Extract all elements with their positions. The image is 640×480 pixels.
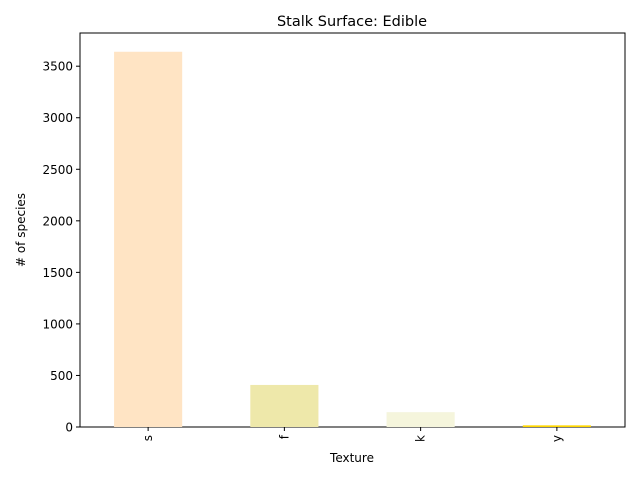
x-tick-label-f: f — [277, 434, 291, 439]
chart-title: Stalk Surface: Edible — [277, 14, 427, 30]
y-tick-label-1000: 1000 — [42, 317, 73, 331]
plot-area — [79, 32, 626, 428]
y-tick-label-1500: 1500 — [42, 266, 73, 280]
x-tick-label-k: k — [414, 435, 428, 442]
bar-f — [250, 384, 319, 427]
y-tick-label-3000: 3000 — [42, 111, 73, 125]
y-tick-label-500: 500 — [50, 369, 73, 383]
bar-y — [522, 425, 591, 427]
y-axis-label: # of species — [14, 193, 28, 267]
y-tick-label-0: 0 — [65, 421, 73, 435]
y-axis: 0 500 1000 1500 2000 2500 3000 3500 — [42, 60, 80, 435]
y-tick-label-2500: 2500 — [42, 163, 73, 177]
y-tick-label-2000: 2000 — [42, 214, 73, 228]
x-tick-label-s: s — [141, 435, 155, 441]
bar-s — [114, 51, 183, 428]
x-axis-label: Texture — [329, 451, 374, 465]
x-tick-label-y: y — [550, 435, 564, 442]
y-tick-label-3500: 3500 — [42, 60, 73, 74]
bars-group — [114, 51, 591, 428]
bar-k — [386, 412, 455, 427]
